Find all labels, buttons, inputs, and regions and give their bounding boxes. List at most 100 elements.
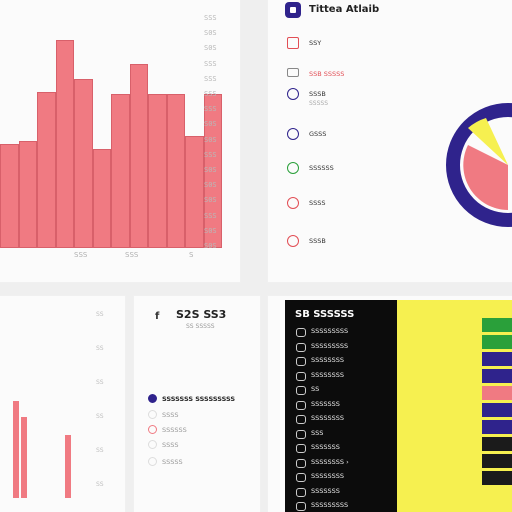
y-tick-label: S0S: [204, 226, 217, 235]
menu-item-icon: [296, 328, 306, 337]
chart-bar: [74, 79, 93, 248]
y-tick-label: SSS: [204, 211, 217, 220]
y-tick-label: S0S: [204, 166, 217, 174]
legend-marker: [148, 394, 157, 403]
gauge-track: [446, 103, 512, 227]
color-swatch: [482, 369, 512, 383]
menu-item-icon: [296, 386, 306, 395]
y-tick-label: SSS: [204, 105, 217, 114]
app-logo-icon: [285, 2, 301, 18]
menu-item[interactable]: SSSSSSSS: [311, 472, 345, 480]
menu-item[interactable]: SS: [311, 385, 320, 393]
chart-bar: [55, 39, 74, 248]
panel-title: Tittea Atlaib: [309, 4, 380, 15]
y-tick-label: SSS: [204, 90, 217, 98]
color-swatch: [482, 454, 512, 468]
chat-icon[interactable]: [287, 128, 299, 140]
color-swatch: [482, 437, 512, 451]
color-swatch: [482, 352, 512, 366]
y-tick-label: SS: [96, 481, 104, 488]
y-tick-label: S0S: [204, 196, 217, 205]
facebook-icon: f: [155, 311, 160, 322]
chart-bar: [13, 401, 19, 498]
menu-item-icon: [296, 502, 306, 511]
chart-bar: [18, 141, 37, 248]
target-icon[interactable]: [287, 197, 299, 209]
y-tick-label: S0S: [204, 242, 217, 250]
chart-bar: [166, 94, 185, 248]
chart-bar: [65, 435, 71, 498]
list-item-label: SSSB: [309, 90, 326, 98]
stat-value: S2S SS3: [176, 308, 227, 321]
color-swatch: [482, 403, 512, 417]
menu-item-icon: [296, 415, 306, 424]
y-tick-label: SS: [96, 311, 104, 318]
y-tick-label: SSS: [204, 150, 217, 159]
secondary-bar-chart-panel: [0, 296, 125, 512]
document-icon[interactable]: [287, 37, 299, 49]
chart-bar: [37, 91, 56, 248]
legend-marker: [148, 440, 157, 449]
chart-bar: [111, 94, 130, 248]
y-tick-label: SS: [96, 345, 104, 352]
legend-marker: [148, 410, 157, 419]
menu-item[interactable]: SSSSSSS: [311, 443, 340, 451]
stats-panel: [134, 296, 260, 512]
menu-item-icon: [296, 487, 306, 497]
bar-chart-panel: SSS S0S S0S SSS SSS SSS SSS S0S S0S SSS S0S S0S S0S S…: [0, 0, 240, 282]
gauge-highlight: [468, 118, 508, 165]
menu-item-icon: [296, 444, 306, 453]
chart-bar: [21, 416, 27, 498]
menu-item[interactable]: SSSSSSSSS: [311, 501, 349, 509]
chart-bar: [129, 64, 148, 248]
list-item-label: SSSB: [309, 237, 326, 245]
summary-panel: [268, 0, 512, 282]
menu-item[interactable]: SSSSSSSSS: [311, 341, 349, 350]
menu-item[interactable]: SSSSSSSSS: [311, 327, 349, 335]
color-swatch: [482, 335, 512, 349]
menu-item[interactable]: SSSSSSSS ›: [311, 457, 349, 466]
y-tick-label: S0S: [204, 181, 217, 190]
list-item-label: SSB SSSSS: [309, 70, 345, 78]
stat-caption: SS SSSSS: [186, 323, 215, 330]
y-tick-label: SSS: [204, 59, 217, 68]
x-tick-label: SSS: [74, 251, 88, 259]
list-item-label: SSSS: [309, 199, 326, 207]
bar-chart: [0, 0, 222, 248]
menu-item[interactable]: SSS: [311, 428, 324, 437]
donut-gauge: [446, 103, 512, 227]
menu-item[interactable]: SSSSSSSS: [311, 370, 345, 379]
chart-bar: [0, 143, 19, 248]
clock-icon[interactable]: [287, 88, 299, 100]
menu-item[interactable]: SSSSSSSS: [311, 414, 345, 422]
menu-item-icon: [296, 357, 306, 366]
legend-label: SSSSS: [162, 458, 183, 466]
message-icon[interactable]: [287, 162, 299, 174]
pie-icon[interactable]: [287, 235, 299, 247]
color-swatch: [482, 318, 512, 332]
menu-item[interactable]: SSSSSSSS: [311, 356, 345, 364]
menu-item-icon: [296, 458, 306, 468]
list-item-label: GSSS: [309, 130, 327, 138]
menu-item-icon: [296, 371, 306, 381]
menu-item-icon: [296, 473, 306, 482]
chart-bar: [203, 94, 222, 248]
legend-label: SSSS: [162, 441, 179, 449]
list-item-subtitle: SSSSS: [309, 100, 329, 107]
list-item-label: SSSSSS: [309, 164, 334, 172]
y-tick-label: S0S: [204, 44, 217, 53]
legend-marker: [148, 457, 157, 466]
gauge-fill: [463, 145, 508, 210]
card-icon[interactable]: [287, 68, 299, 77]
color-swatch: [482, 386, 512, 400]
y-tick-label: SSS: [204, 74, 217, 83]
menu-item[interactable]: SSSSSSS: [311, 486, 340, 495]
y-tick-label: S0S: [204, 120, 217, 129]
color-swatch: [482, 471, 512, 485]
color-swatch: [482, 420, 512, 434]
menu-item-icon: [296, 400, 306, 410]
legend-marker: [148, 425, 157, 434]
y-tick-label: SSS: [204, 14, 217, 22]
menu-item[interactable]: SSSSSSS: [311, 399, 340, 408]
chart-bar: [185, 136, 204, 248]
